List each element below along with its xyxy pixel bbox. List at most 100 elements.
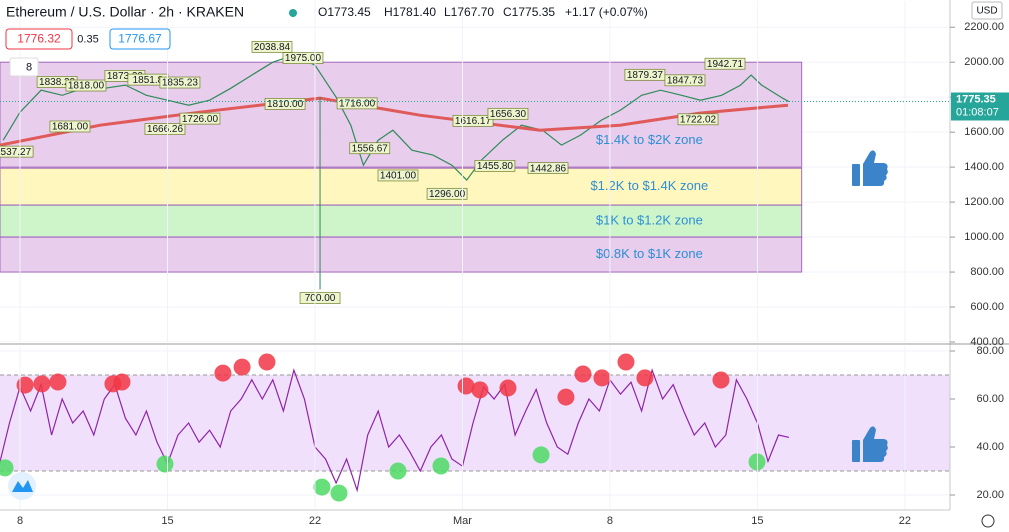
annotation-box [377, 169, 419, 182]
y-tick-label: 1200.00 [964, 196, 1004, 208]
annotation-label: 1835.23 [162, 78, 199, 89]
last-price-label: 1775.35 [956, 93, 996, 105]
annotation-label: 1818.00 [68, 81, 105, 92]
signal-dot [233, 358, 251, 376]
logo-mark [12, 480, 33, 492]
axes: 400.00 600.00 800.00 1000.00 1200.00 1400.00 1… [17, 21, 1009, 527]
y-tick-label: 1000.00 [964, 231, 1004, 243]
x-tick-label: 15 [161, 515, 173, 527]
change: +1.17 (+0.07%) [565, 5, 648, 19]
y-tick-label: 80.00 [976, 345, 1004, 357]
annotation-label: 1879.37 [627, 70, 664, 81]
annotation-box [452, 114, 494, 127]
price-axis-bg [950, 0, 1009, 532]
annotation-label: 1556.67 [352, 143, 389, 154]
x-tick-label: Mar [453, 515, 472, 527]
signal-dot [593, 369, 611, 387]
signal-dot [113, 373, 131, 391]
signal-dot [330, 484, 348, 502]
signal-dot [156, 455, 174, 473]
signal-dot [313, 478, 331, 496]
x-tick-label: 22 [899, 515, 911, 527]
signal-dot [532, 446, 550, 464]
zone-label: $1.2K to $1.4K zone [590, 178, 708, 193]
y-tick-label: 400.00 [970, 336, 1004, 348]
signal-dot [617, 353, 635, 371]
open: O1773.45 [318, 5, 371, 19]
annotation-box [487, 107, 529, 120]
settings-icon[interactable] [981, 514, 995, 528]
annotation-box [65, 79, 107, 92]
signal-dot [712, 371, 730, 389]
annotation-box [159, 76, 201, 89]
annotation-label: 1455.80 [477, 161, 514, 172]
indicator-count: 8 [26, 61, 32, 73]
annotation-label: 700.00 [305, 293, 336, 304]
series-line [2, 54, 790, 182]
signal-dot [49, 373, 67, 391]
annotation-box [474, 160, 516, 172]
spread: 0.35 [77, 33, 98, 45]
annotation-box [299, 292, 341, 304]
signal-dot [574, 365, 592, 383]
annotation-label: 1656.30 [490, 109, 527, 120]
annotation-label: 1401.00 [380, 171, 417, 182]
annotation-box [527, 162, 569, 174]
zone-label: $1.4K to $2K zone [596, 132, 703, 147]
currency-box[interactable] [971, 1, 1003, 20]
annotation-label: 1851.8 [133, 75, 164, 86]
annotation-label: 1442.86 [530, 163, 567, 174]
annotation-box [664, 74, 706, 87]
annotation-box [336, 97, 378, 110]
annotation-label: 1537.27 [0, 147, 32, 158]
annotation-box [49, 120, 91, 133]
low: L1767.70 [444, 5, 494, 19]
annotation-box [0, 145, 34, 158]
signal-dot [471, 381, 489, 399]
zone [0, 204, 803, 238]
signal-dot [258, 353, 276, 371]
x-tick-label: 22 [309, 515, 321, 527]
status-dot [289, 9, 297, 17]
thumbs-up-icon [852, 426, 888, 462]
zone-label: $0.8K to $1K zone [596, 246, 703, 261]
y-tick-label: 800.00 [970, 266, 1004, 278]
symbol: Ethereum / U.S. Dollar · 2h · KRAKEN [6, 4, 244, 20]
annotation-box [251, 41, 293, 53]
annotation-label: 1716.00 [339, 99, 376, 110]
indicator-toggle[interactable] [9, 57, 39, 77]
bid-box[interactable] [5, 28, 73, 50]
signal-dot [214, 364, 232, 382]
y-tick-label: 1600.00 [964, 126, 1004, 138]
signal-dot [33, 375, 51, 393]
time-axis-bg [0, 510, 1009, 532]
series-line [0, 96, 789, 147]
annotation-box [264, 98, 306, 110]
countdown: 01:08:07 [956, 106, 999, 118]
annotation-label: 1726.00 [182, 114, 219, 125]
x-tick-label: 8 [17, 515, 23, 527]
bid: 1776.32 [17, 32, 61, 46]
annotation-label: 1681.00 [52, 122, 89, 133]
ask-box[interactable] [109, 28, 171, 50]
y-tick-label: 600.00 [970, 301, 1004, 313]
signal-dot [16, 376, 34, 394]
x-tick-label: 8 [607, 515, 613, 527]
y-tick-label: 2000.00 [964, 56, 1004, 68]
signal-dot [389, 462, 407, 480]
y-tick-label: 2200.00 [964, 21, 1004, 33]
zone-label: $1K to $1.2K zone [596, 213, 703, 228]
annotation-box [677, 113, 719, 126]
last-price-box [951, 92, 1009, 121]
annotation-label: 1616.17 [455, 116, 492, 127]
y-tick-label: 40.00 [976, 441, 1004, 453]
ask: 1776.67 [118, 32, 162, 46]
logo[interactable] [8, 472, 36, 500]
annotation-label: 2038.84 [254, 42, 291, 53]
annotation-box [282, 52, 324, 64]
signal-dot [557, 388, 575, 406]
annotation-box [704, 57, 746, 70]
annotation-box [349, 142, 391, 155]
annotation-label: 1722.02 [680, 114, 717, 125]
